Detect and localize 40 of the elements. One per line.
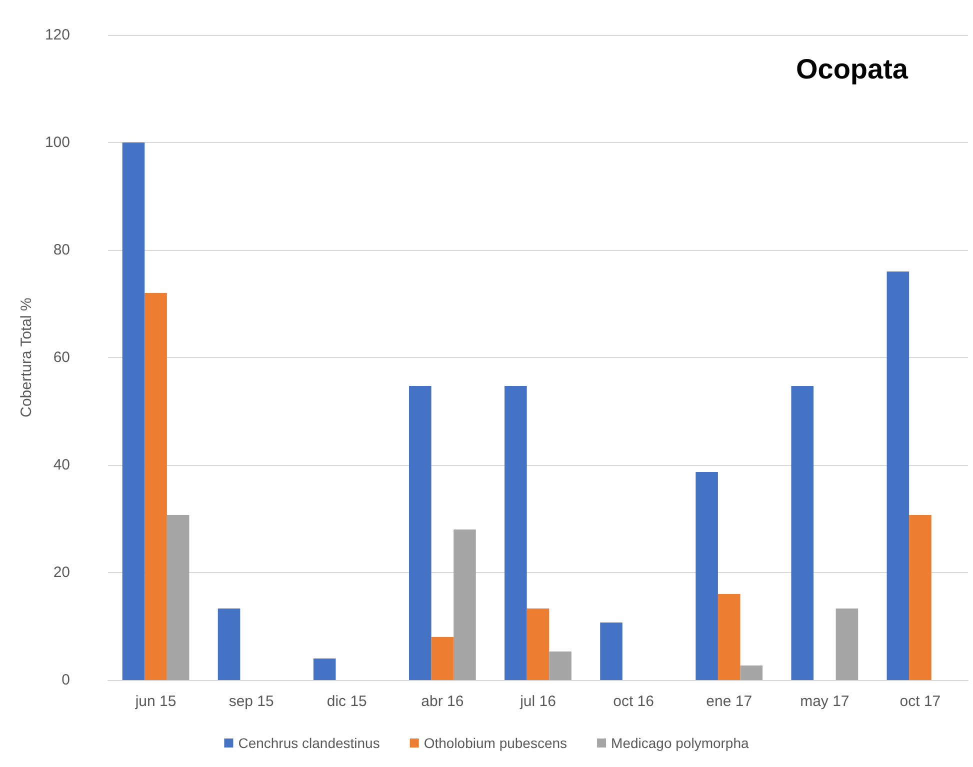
bar — [166, 514, 190, 680]
x-tick-label: abr 16 — [421, 693, 464, 710]
x-tick-label: may 17 — [800, 693, 850, 710]
bar — [504, 386, 527, 680]
bar — [549, 652, 572, 680]
x-tick-label: sep 15 — [228, 693, 274, 710]
x-tick-label: jun 15 — [134, 693, 176, 710]
legend-label: Otholobium pubescens — [424, 735, 568, 751]
bar — [526, 608, 550, 680]
y-tick-label: 40 — [53, 456, 70, 474]
x-tick-label: oct 17 — [900, 693, 941, 710]
x-tick-label: dic 15 — [326, 693, 367, 710]
x-tick-label: jul 16 — [519, 693, 556, 710]
bar — [836, 608, 858, 680]
bar — [696, 472, 718, 680]
y-tick-label: 20 — [53, 564, 70, 581]
bar — [600, 622, 622, 680]
y-tick-label: 0 — [62, 672, 70, 688]
bar — [218, 608, 240, 680]
bar — [791, 386, 814, 680]
bar — [886, 272, 910, 680]
y-axis-title: Cobertura Total % — [18, 298, 36, 418]
x-tick-label: ene 17 — [706, 693, 752, 710]
bar — [122, 142, 145, 680]
bar — [144, 293, 167, 680]
text: Ocopata — [796, 54, 908, 84]
bar — [740, 665, 763, 680]
y-tick-label: 60 — [53, 349, 70, 366]
bar — [313, 658, 336, 680]
bar — [409, 386, 432, 680]
legend-label: Medicago polymorpha — [611, 735, 749, 751]
y-tick-label: 100 — [44, 134, 70, 151]
x-tick-label: oct 16 — [613, 693, 654, 710]
y-tick-label: 80 — [53, 242, 70, 258]
bar — [718, 594, 740, 680]
y-tick-label: 120 — [44, 26, 70, 44]
bar — [431, 637, 454, 680]
legend-label: Cenchrus clandestinus — [238, 735, 380, 751]
bar — [454, 530, 476, 680]
bar — [909, 514, 932, 680]
